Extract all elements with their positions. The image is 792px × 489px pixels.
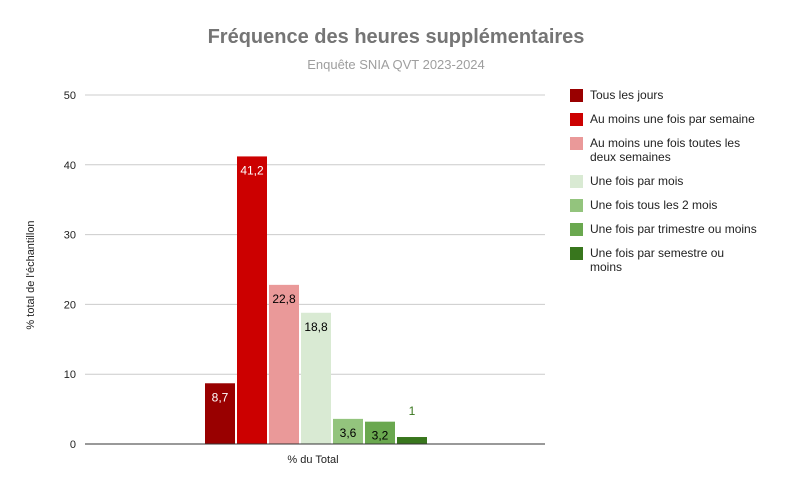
chart-title: Fréquence des heures supplémentaires — [208, 26, 585, 48]
legend-label: deux semaines — [590, 150, 671, 164]
data-label: 3,6 — [340, 426, 357, 440]
legend-swatch — [570, 175, 583, 188]
y-tick-label: 30 — [64, 230, 76, 242]
x-axis-label: % du Total — [287, 454, 338, 466]
y-tick-label: 50 — [64, 90, 76, 102]
data-label: 22,8 — [272, 292, 296, 306]
legend-label: Une fois tous les 2 mois — [590, 198, 717, 212]
legend-label: Au moins une fois toutes les — [590, 136, 740, 150]
legend-label: Tous les jours — [590, 88, 663, 102]
y-axis-ticks: 0 10 20 30 40 50 — [64, 90, 76, 451]
y-axis-label: % total de l'échantillon — [25, 220, 37, 329]
legend-swatch — [570, 199, 583, 212]
legend-label: Une fois par semestre ou — [590, 246, 724, 260]
legend-label: moins — [590, 260, 622, 274]
y-tick-label: 10 — [64, 369, 76, 381]
y-tick-label: 40 — [64, 160, 76, 172]
data-label: 18,8 — [304, 320, 328, 334]
legend: Tous les jours Au moins une fois par sema… — [570, 88, 757, 274]
bar — [333, 418, 363, 444]
data-labels: 8,7 41,2 22,8 18,8 3,6 3,2 1 — [212, 163, 416, 442]
bars — [205, 156, 427, 444]
bar — [269, 284, 299, 444]
legend-label: Une fois par mois — [590, 174, 683, 188]
legend-label: Au moins une fois par semaine — [590, 112, 755, 126]
legend-swatch — [570, 89, 583, 102]
legend-swatch — [570, 113, 583, 126]
legend-swatch — [570, 137, 583, 150]
y-tick-label: 20 — [64, 299, 76, 311]
bar — [301, 312, 331, 444]
data-label: 41,2 — [240, 163, 264, 177]
y-tick-label: 0 — [70, 439, 76, 451]
legend-swatch — [570, 223, 583, 236]
bar — [237, 156, 267, 444]
legend-swatch — [570, 247, 583, 260]
gridlines — [85, 94, 545, 375]
chart-subtitle: Enquête SNIA QVT 2023-2024 — [307, 57, 485, 72]
bar — [397, 437, 427, 444]
data-label: 1 — [409, 404, 416, 418]
bar — [365, 421, 395, 444]
data-label: 8,7 — [212, 390, 229, 404]
legend-label: Une fois par trimestre ou moins — [590, 222, 757, 236]
data-label: 3,2 — [372, 429, 389, 443]
bar — [205, 383, 235, 444]
